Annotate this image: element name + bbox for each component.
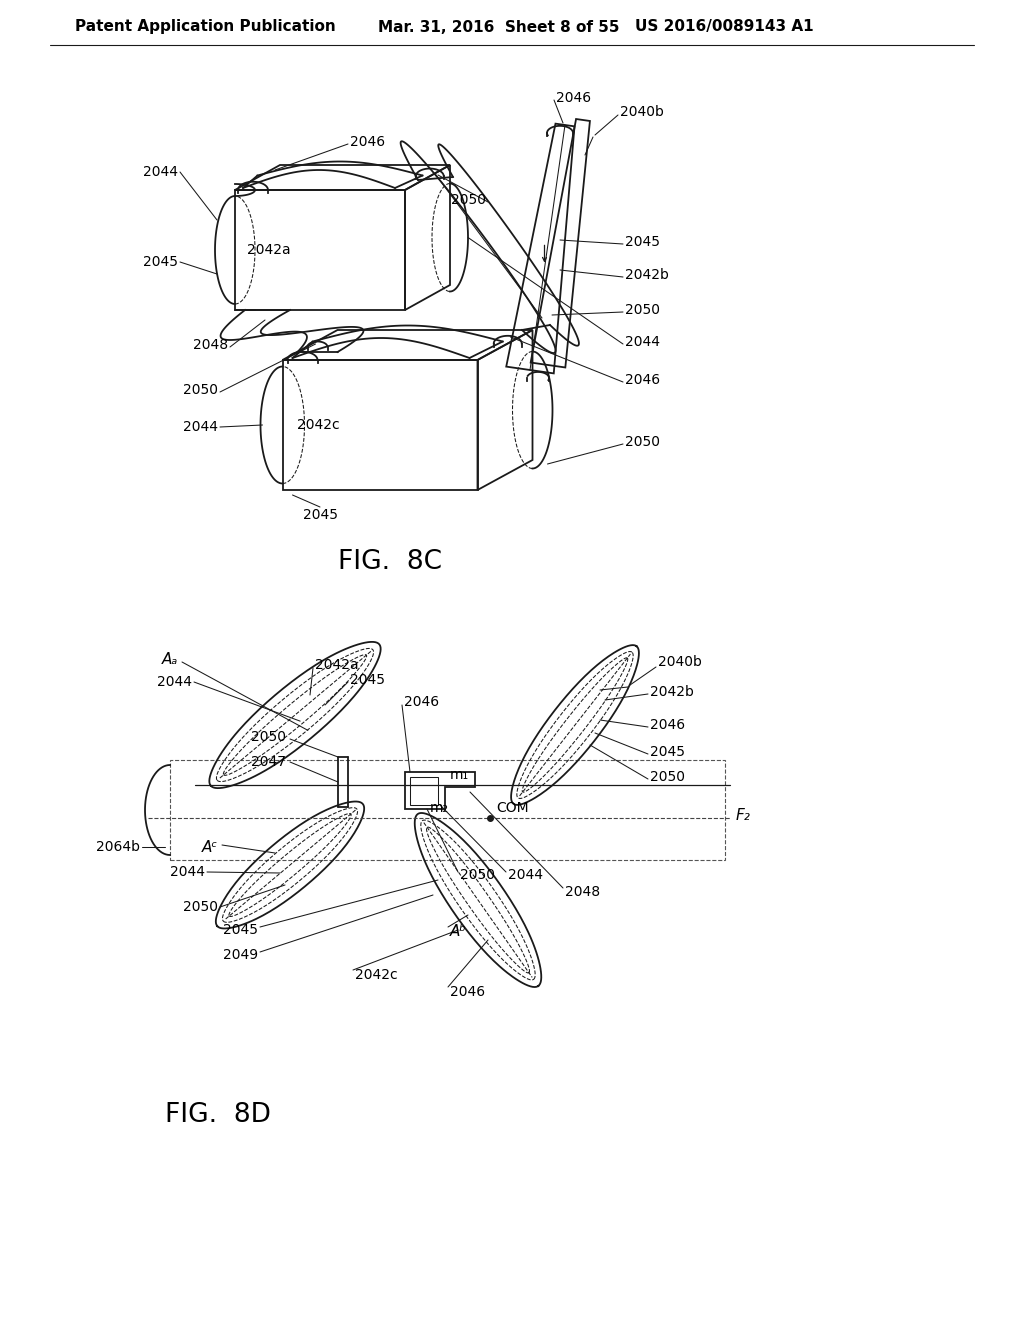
Text: US 2016/0089143 A1: US 2016/0089143 A1 <box>635 20 814 34</box>
Text: 2044: 2044 <box>170 865 205 879</box>
Text: 2042c: 2042c <box>298 418 340 432</box>
Text: 2042a: 2042a <box>247 243 291 257</box>
Text: 2047: 2047 <box>251 755 286 770</box>
Text: 2040b: 2040b <box>620 106 664 119</box>
Text: 2044: 2044 <box>183 420 218 434</box>
Text: 2042a: 2042a <box>315 657 358 672</box>
Text: 2045: 2045 <box>302 508 338 521</box>
Text: 2050: 2050 <box>460 869 495 882</box>
Text: Patent Application Publication: Patent Application Publication <box>75 20 336 34</box>
Text: 2064b: 2064b <box>96 840 140 854</box>
Text: Aₐ: Aₐ <box>162 652 178 668</box>
Bar <box>410 777 438 805</box>
Text: 2050: 2050 <box>625 304 660 317</box>
Text: 2044: 2044 <box>157 675 193 689</box>
Text: 2042b: 2042b <box>650 685 694 700</box>
Text: 2050: 2050 <box>251 730 286 744</box>
Text: 2050: 2050 <box>183 900 218 913</box>
Text: Aᵇ: Aᵇ <box>450 924 467 940</box>
Text: F₂: F₂ <box>736 808 751 822</box>
Text: 2046: 2046 <box>556 91 591 106</box>
Text: m₁: m₁ <box>450 768 469 781</box>
Text: 2050: 2050 <box>625 436 660 449</box>
Text: 2046: 2046 <box>404 696 439 709</box>
Text: 2048: 2048 <box>193 338 228 352</box>
Text: 2040b: 2040b <box>658 655 701 669</box>
Text: 2050: 2050 <box>451 193 486 207</box>
Text: 2044: 2044 <box>625 335 660 348</box>
Text: FIG.  8C: FIG. 8C <box>338 549 442 576</box>
Text: 2048: 2048 <box>565 884 600 899</box>
Text: 2045: 2045 <box>350 673 385 686</box>
Text: 2046: 2046 <box>350 135 385 149</box>
Text: Mar. 31, 2016  Sheet 8 of 55: Mar. 31, 2016 Sheet 8 of 55 <box>378 20 620 34</box>
Text: 2042c: 2042c <box>355 968 397 982</box>
Text: 2045: 2045 <box>143 255 178 269</box>
Text: 2042b: 2042b <box>625 268 669 282</box>
Text: 2044: 2044 <box>508 869 543 882</box>
Bar <box>170 760 725 861</box>
Text: 2050: 2050 <box>183 383 218 397</box>
Text: m₂: m₂ <box>430 801 449 814</box>
Text: 2045: 2045 <box>650 744 685 759</box>
Text: 2046: 2046 <box>625 374 660 387</box>
Text: 2046: 2046 <box>650 718 685 733</box>
Text: COM: COM <box>496 801 528 814</box>
Text: 2045: 2045 <box>223 923 258 937</box>
Text: 2044: 2044 <box>143 165 178 180</box>
Text: 2049: 2049 <box>223 948 258 962</box>
Text: 2050: 2050 <box>650 770 685 784</box>
Text: 2046: 2046 <box>450 985 485 999</box>
Text: Aᶜ: Aᶜ <box>202 840 218 854</box>
Text: 2045: 2045 <box>625 235 660 249</box>
Text: FIG.  8D: FIG. 8D <box>165 1102 271 1129</box>
